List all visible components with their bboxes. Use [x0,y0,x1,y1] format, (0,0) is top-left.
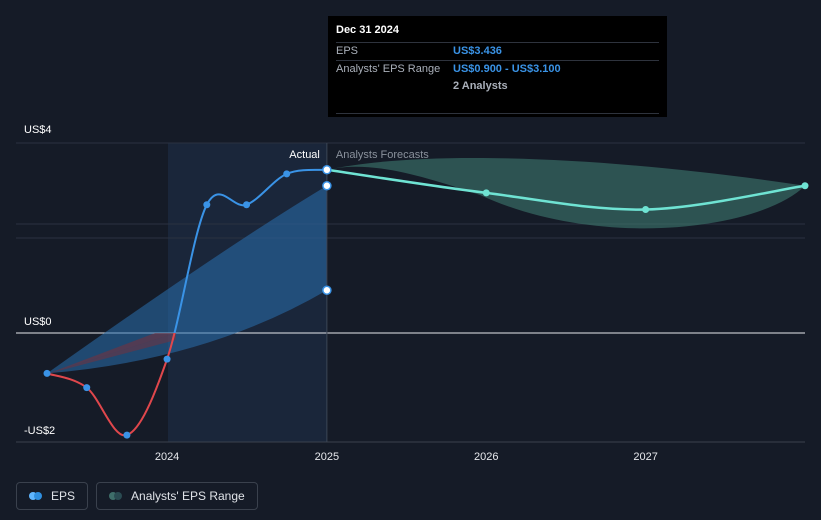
eps-point-actual [83,384,91,392]
tooltip-eps-label: EPS [336,45,359,57]
range-high-point [322,181,332,191]
x-tick-label: 2025 [315,451,339,463]
tooltip-eps-row: EPS US$3.436 [336,42,659,60]
chart-legend: EPS Analysts' EPS Range [16,482,258,510]
eps-line-forecast [326,168,806,211]
tooltip-analysts-row: 2 Analysts [336,78,659,95]
eps-point-forecast [642,206,650,213]
eps-line-actual [173,168,327,333]
eps-point-actual [203,201,211,209]
eps-point-actual [243,201,251,209]
eps-legend-icon [29,492,43,500]
y-tick-label: US$0 [24,316,52,328]
eps-line-negative [46,333,176,437]
eps-point-actual [322,165,332,175]
actual-label: Actual [289,149,320,161]
legend-item-eps[interactable]: EPS [16,482,89,510]
tooltip-eps-value: US$3.436 [453,45,502,57]
range-band-negative-edge [47,333,176,374]
chart-tooltip: Dec 31 2024 EPS US$3.436 Analysts' EPS R… [328,16,667,117]
tooltip-range-row: Analysts' EPS Range US$0.900 - US$3.100 [336,60,659,78]
forecast-label: Analysts Forecasts [336,149,429,161]
eps-chart: US$4 US$0 -US$2 2024 2025 2026 2027 Actual Analy… [16,124,809,463]
tooltip-range-label: Analysts' EPS Range [336,63,441,75]
eps-point-actual [123,431,131,439]
range-low-point [322,285,332,295]
x-tick-label: 2027 [633,451,657,463]
y-tick-label: -US$2 [24,425,55,437]
range-legend-icon [109,492,123,500]
tooltip-range-value: US$0.900 - US$3.100 [453,63,561,75]
x-tick-label: 2024 [155,451,179,463]
eps-point-actual [283,170,291,178]
tooltip-analysts: 2 Analysts [453,80,508,92]
range-band-future [326,158,805,229]
legend-item-range[interactable]: Analysts' EPS Range [96,482,258,510]
eps-point-forecast [482,189,490,197]
eps-point-actual [43,369,51,377]
eps-point-forecast [801,182,809,190]
eps-point-actual [163,355,171,363]
y-tick-label: US$4 [24,124,52,136]
legend-eps-label: EPS [51,489,76,503]
legend-range-label: Analysts' EPS Range [131,489,245,503]
x-tick-label: 2026 [474,451,498,463]
tooltip-date: Dec 31 2024 [336,24,399,36]
